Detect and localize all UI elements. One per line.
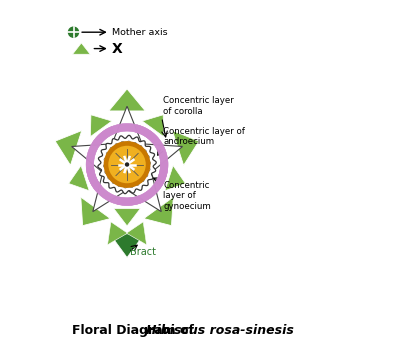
Polygon shape [69, 166, 89, 191]
Polygon shape [73, 43, 90, 54]
Polygon shape [142, 115, 164, 136]
Text: Floral Diagram of: Floral Diagram of [72, 324, 198, 337]
Polygon shape [86, 124, 158, 191]
Text: Mother axis: Mother axis [112, 28, 168, 37]
Polygon shape [86, 162, 168, 205]
Polygon shape [172, 131, 199, 165]
Polygon shape [129, 175, 161, 212]
Polygon shape [165, 166, 186, 191]
Polygon shape [107, 222, 128, 245]
Text: X: X [112, 42, 122, 56]
Text: Hibiscus rosa-sinesis: Hibiscus rosa-sinesis [146, 324, 294, 337]
Polygon shape [91, 115, 112, 136]
Polygon shape [55, 131, 82, 165]
Polygon shape [72, 144, 110, 171]
Polygon shape [144, 197, 173, 226]
Polygon shape [92, 124, 168, 186]
Polygon shape [81, 197, 111, 226]
Polygon shape [98, 135, 156, 194]
Polygon shape [144, 144, 182, 171]
Polygon shape [114, 209, 140, 226]
Text: Concentric layer
of corolla: Concentric layer of corolla [163, 96, 234, 116]
Polygon shape [109, 89, 145, 111]
Text: Bract: Bract [130, 247, 156, 257]
Circle shape [107, 144, 148, 185]
Text: Concentric layer of
androecium: Concentric layer of androecium [163, 127, 245, 146]
Polygon shape [103, 141, 150, 188]
Circle shape [125, 162, 129, 167]
Polygon shape [86, 127, 142, 205]
Polygon shape [113, 106, 141, 142]
Polygon shape [117, 125, 168, 205]
Text: Concentric
layer of
gynoecium: Concentric layer of gynoecium [163, 181, 211, 211]
Polygon shape [126, 222, 146, 245]
Polygon shape [110, 234, 144, 258]
Circle shape [69, 27, 79, 37]
Polygon shape [93, 175, 125, 212]
